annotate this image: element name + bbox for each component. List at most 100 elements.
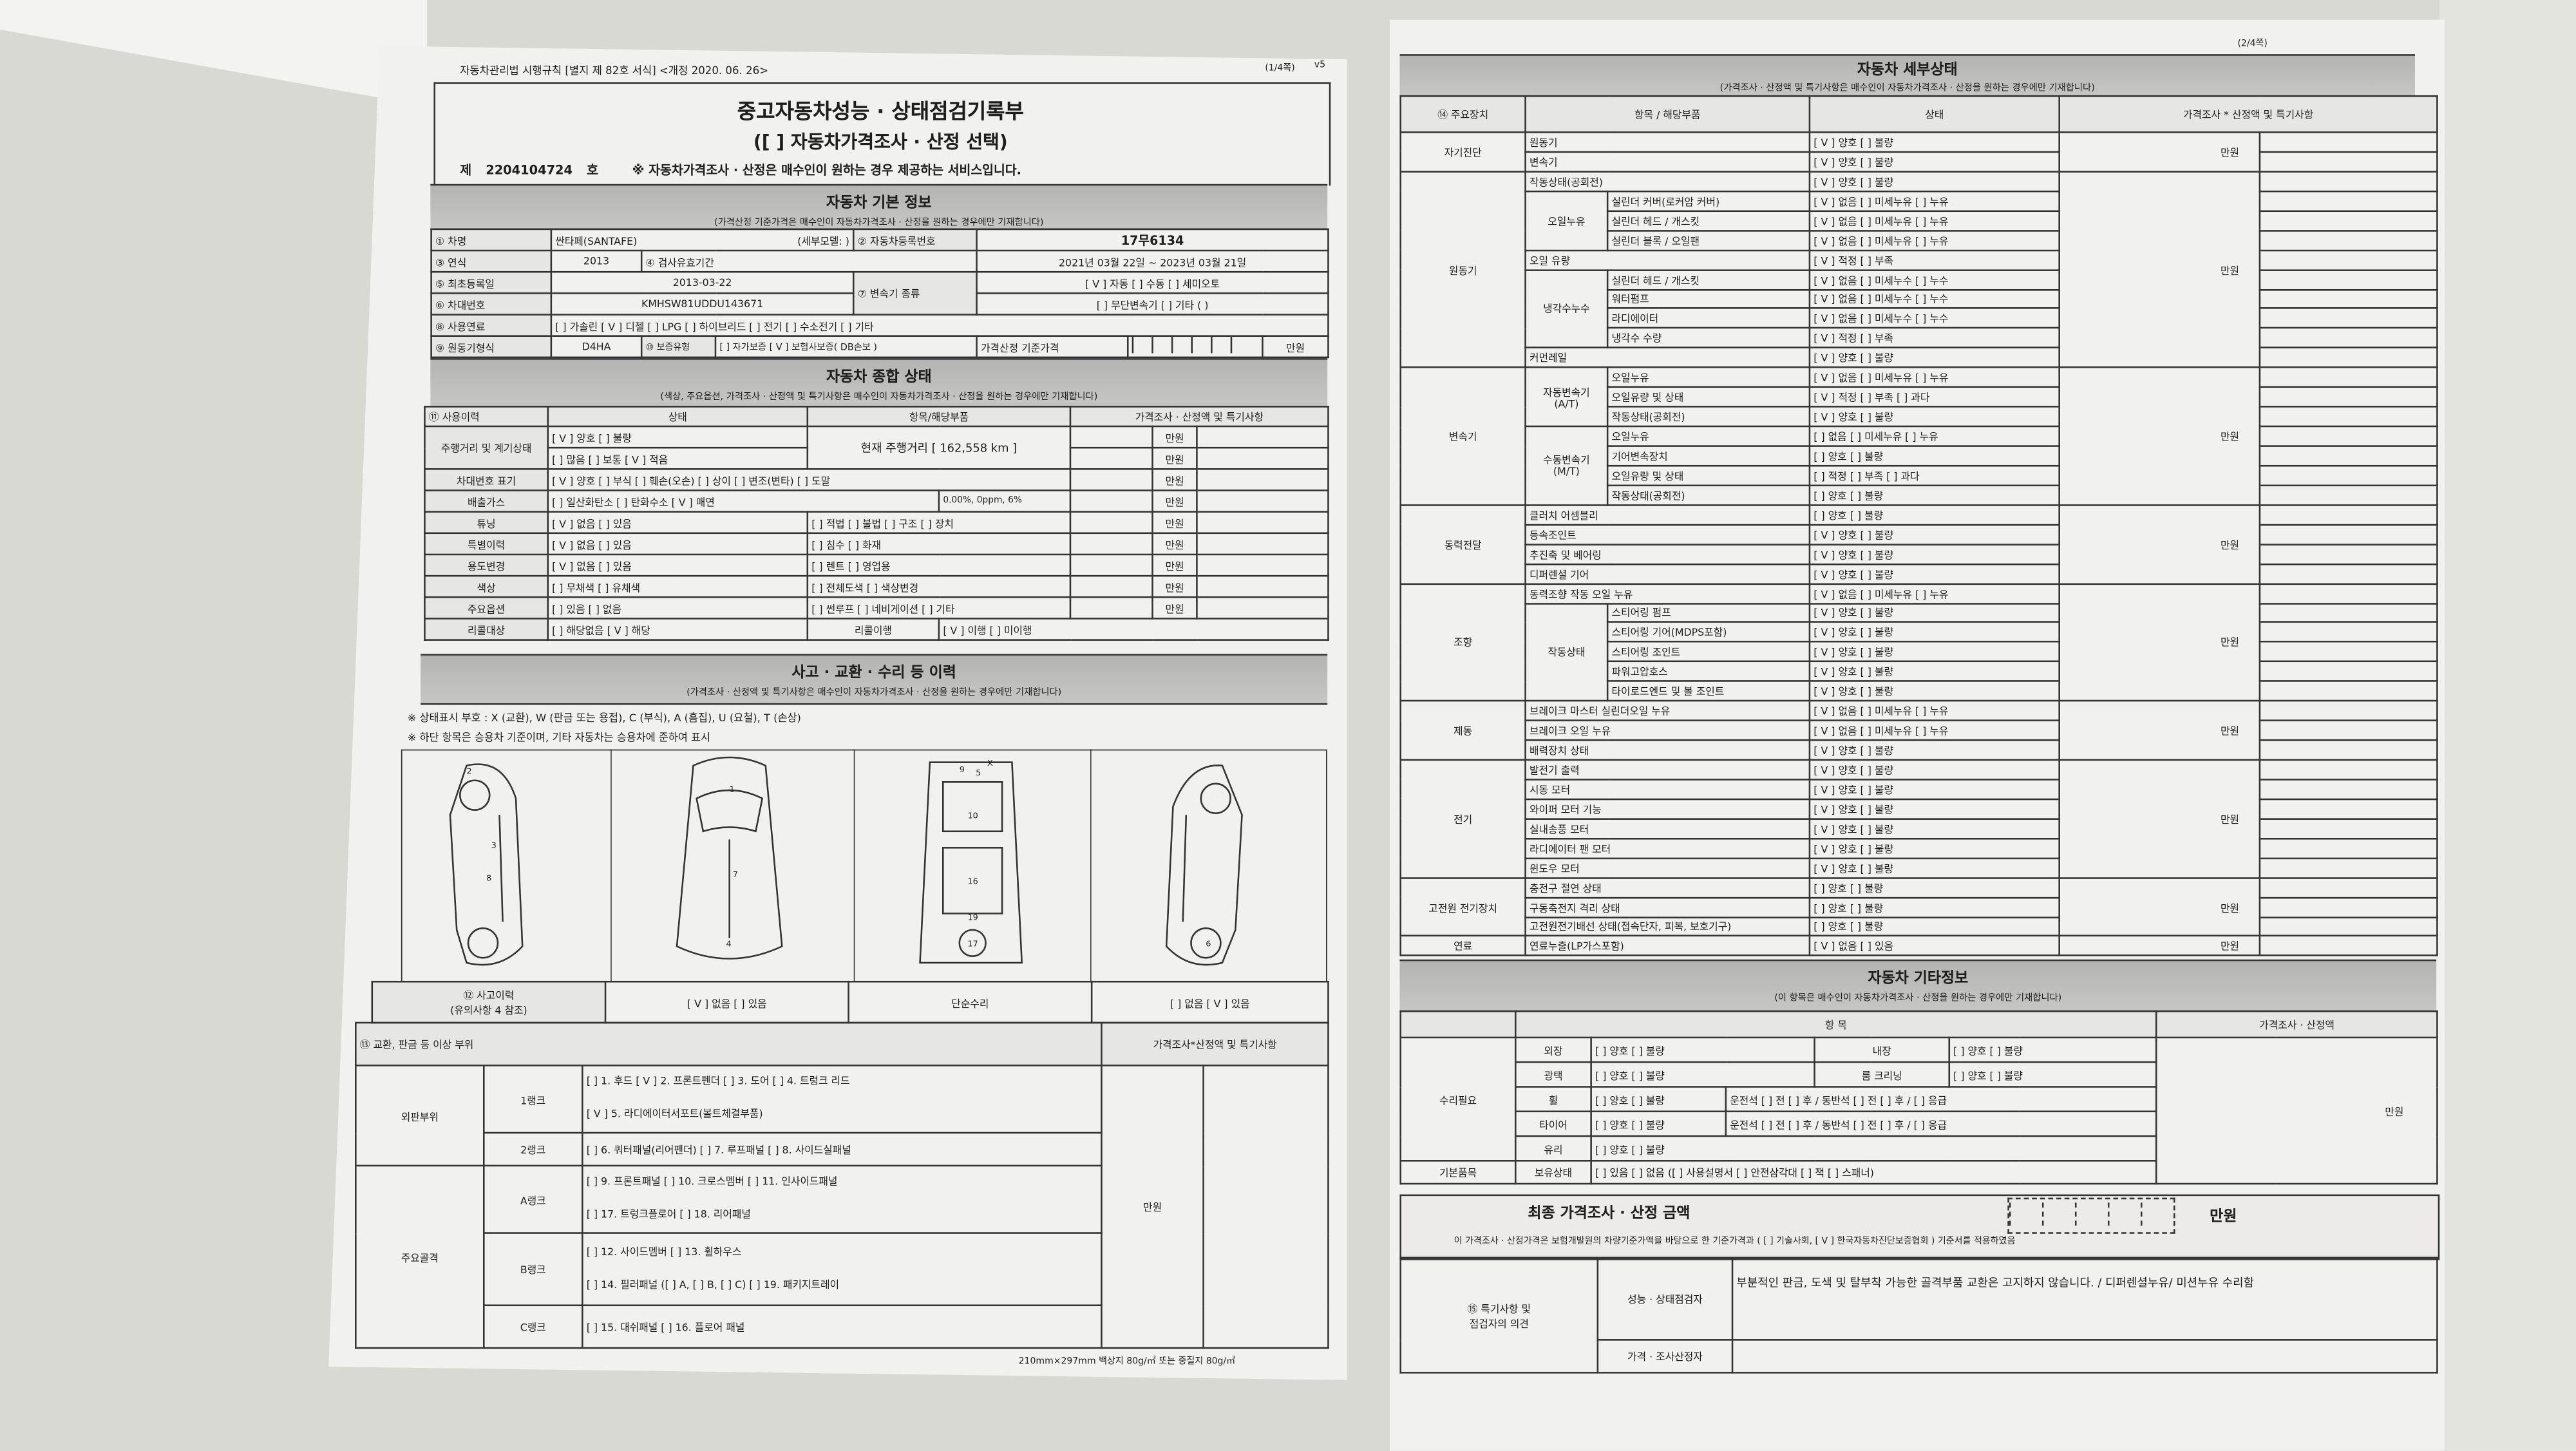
notes-cell[interactable] [2259, 209, 2438, 231]
warranty-label: ⑩ 보증유형 [640, 335, 717, 359]
accident-band: 사고 · 교환 · 수리 등 이력 (가격조사 · 산정액 및 특기사항은 매수… [421, 654, 1328, 705]
notes-cell[interactable] [2259, 661, 2438, 683]
diagram-mark: 16 [968, 877, 978, 886]
detail-row: 냉각수누수 실린더 헤드 / 개스킷[ V ] 없음 [ ] 미세누수 [ ] 누… [1401, 269, 2438, 349]
notes-cell[interactable] [2259, 131, 2438, 153]
notes-cell[interactable] [2259, 464, 2438, 486]
notes-cell[interactable] [2259, 327, 2438, 349]
notes-cell[interactable] [2259, 837, 2438, 859]
inspection-label: ④ 검사유효기간 [640, 249, 978, 273]
notes-cell[interactable] [2259, 641, 2438, 663]
overall-status-note: (색상, 주요옵션, 가격조사 · 산정액 및 특기사항은 매수인이 자동차가격… [660, 392, 1098, 403]
notes-cell[interactable] [2259, 524, 2438, 545]
notes-cell[interactable] [2259, 543, 2438, 565]
notes-cell[interactable] [2259, 445, 2438, 467]
detail-row: 추진축 및 베어링[ V ] 양호 [ ] 불량 [1401, 543, 2438, 565]
parts-notes[interactable] [1202, 1065, 1329, 1349]
color-item: [ ] 전체도색 [ ] 색상변경 [806, 574, 1072, 598]
part-status: [ ] 양호 [ ] 불량 [1808, 877, 2060, 898]
notes-cell[interactable] [2259, 366, 2438, 388]
detail-row: 수동변속기 (M/T) 오일누유[ ] 없음 [ ] 미세누유 [ ] 누유 [1401, 425, 2438, 506]
notes-cell[interactable] [2259, 896, 2438, 918]
accident-history-table: ⑫ 사고이력 (유의사항 4 참조) [ V ] 없음 [ ] 있음 단순수리 [… [371, 980, 1329, 1024]
price-unit: 만원 [2058, 700, 2261, 761]
notes-cell[interactable] [2259, 229, 2438, 251]
notes-cell[interactable] [2259, 739, 2438, 761]
part-status: [ V ] 양호 [ ] 불량 [1808, 524, 2060, 545]
notes-cell[interactable] [2259, 857, 2438, 878]
device-group-label: 자기진단 [1399, 131, 1526, 173]
notes-cell[interactable] [2259, 602, 2438, 623]
notes-cell[interactable] [2259, 759, 2438, 781]
notes-cell[interactable] [2259, 190, 2438, 212]
notes-cell[interactable] [2259, 935, 2438, 957]
part-status: [ V ] 양호 [ ] 불량 [1808, 661, 2060, 683]
notes-cell[interactable] [2259, 425, 2438, 447]
emission-label: 배출가스 [424, 489, 549, 513]
part-status: [ V ] 양호 [ ] 불량 [1808, 602, 2060, 623]
part-item: 라디에이터 팬 모터 [1524, 837, 1811, 859]
notes-cell[interactable] [2259, 680, 2438, 702]
part-item: 작동상태(공회전) [1524, 170, 1811, 192]
notes-cell[interactable] [2259, 406, 2438, 428]
notes-cell[interactable] [2259, 308, 2438, 330]
car-name: 싼타페(SANTAFE) [555, 236, 638, 247]
page-number: (1/4쪽) [1265, 64, 1295, 74]
base-price-boxes[interactable] [1127, 335, 1264, 359]
part-status: [ V ] 양호 [ ] 불량 [1808, 857, 2060, 878]
notes-cell[interactable] [2259, 386, 2438, 408]
detail-row: 기어변속장치[ ] 양호 [ ] 불량 [1401, 445, 2438, 467]
notes-cell[interactable] [2259, 817, 2438, 839]
detail-row: 변속기 자동변속기 (A/T) 오일누유[ V ] 없음 [ ] 미세누유 [ ] … [1399, 366, 2438, 506]
rankA-label: A랭크 [482, 1164, 583, 1234]
notes-cell[interactable] [2259, 916, 2438, 938]
notes-cell[interactable] [2259, 504, 2438, 526]
part-status: [ V ] 없음 [ ] 있음 [1808, 935, 2060, 957]
notes-cell[interactable] [2259, 621, 2438, 643]
header-status: 상태 [1808, 95, 2060, 133]
document-subtitle: ([ ] 자동차가격조사 · 산정 선택) [753, 131, 1008, 153]
document-title: 중고자동차성능 · 상태점검기록부 [737, 99, 1024, 124]
notes-cell[interactable] [2259, 582, 2438, 604]
part-item: 동력조향 작동 오일 누유 [1524, 582, 1811, 604]
recall-done-status: [ V ] 이행 [ ] 미이행 [938, 618, 1329, 641]
glass-status: [ ] 양호 [ ] 불량 [1590, 1135, 2157, 1162]
notes-cell[interactable] [2259, 249, 2438, 270]
device-group-label: 변속기 [1399, 366, 1526, 506]
rankB-label: B랭크 [482, 1232, 583, 1307]
device-group-label: 연료 [1399, 935, 1526, 957]
opinion-table: ⑮ 특기사항 및 점검자의 의견 성능 · 상태점검자 부분적인 판금, 도색 및… [1399, 1257, 2438, 1374]
detail-row: 실린더 헤드 / 개스킷[ V ] 없음 [ ] 미세누유 [ ] 누유 [1401, 209, 2438, 231]
notes-cell[interactable] [2259, 288, 2438, 310]
appraiser-opinion[interactable] [1731, 1339, 2438, 1374]
notes-cell[interactable] [2259, 347, 2438, 369]
notes-cell[interactable] [2259, 700, 2438, 722]
notes-cell[interactable] [2259, 719, 2438, 741]
background-paper [0, 0, 428, 99]
notes-cell[interactable] [2259, 563, 2438, 585]
notes-cell[interactable] [2259, 798, 2438, 820]
notes-cell[interactable] [2259, 170, 2438, 192]
overall-status-band: 자동차 종합 상태 (색상, 주요옵션, 가격조사 · 산정액 및 특기사항은 … [430, 358, 1328, 408]
notes-cell[interactable] [2259, 151, 2438, 173]
basic-info-table: ① 차명 싼타페(SANTAFE) (세부모델: ) ② 자동차등록번호 17무6… [430, 228, 1329, 359]
part-item: 연료누출(LP가스포함) [1524, 935, 1811, 957]
detail-row: 오일유량 및 상태[ ] 적정 [ ] 부족 [ ] 과다 [1401, 464, 2438, 486]
service-note: ※ 자동차가격조사 · 산정은 매수인이 원하는 경우 제공하는 서비스입니다. [632, 162, 1022, 178]
opinion-label-2: 점검자의 의견 [1469, 1318, 1529, 1331]
notes-cell[interactable] [2259, 877, 2438, 898]
notes-cell[interactable] [2259, 269, 2438, 290]
notes-cell[interactable] [2259, 779, 2438, 801]
parts-price-header: 가격조사*산정액 및 특기사항 [1101, 1021, 1329, 1067]
part-status: [ V ] 양호 [ ] 불량 [1808, 837, 2060, 859]
part-item: 오일유량 및 상태 [1606, 464, 1811, 486]
part-item: 브레이크 마스터 실린더오일 누유 [1524, 700, 1811, 722]
detail-row: 타이로드엔드 및 볼 조인트[ V ] 양호 [ ] 불량 [1401, 680, 2438, 702]
final-price-boxes[interactable] [2007, 1197, 2175, 1234]
wheel-position: 운전석 [ ] 전 [ ] 후 / 동반석 [ ] 전 [ ] 후 / [ ] … [1725, 1086, 2157, 1113]
emission-status: [ ] 일산화탄소 [ ] 탄화수소 [ V ] 매연 [547, 489, 940, 513]
price-unit: 만원 [2058, 504, 2261, 585]
engine-value: D4HA [550, 335, 643, 359]
notes-cell[interactable] [2259, 484, 2438, 506]
price-unit: 만원 [1151, 553, 1198, 577]
